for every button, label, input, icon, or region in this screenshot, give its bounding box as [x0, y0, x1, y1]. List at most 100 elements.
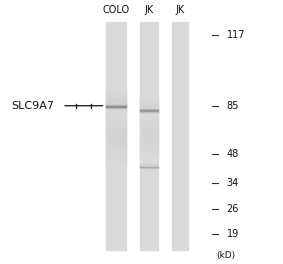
- Bar: [140, 110, 158, 111]
- Text: 85: 85: [227, 101, 239, 111]
- Bar: [140, 136, 158, 138]
- Bar: [106, 102, 127, 103]
- Bar: [140, 141, 158, 143]
- Bar: [106, 100, 127, 101]
- Text: SLC9A7: SLC9A7: [11, 101, 54, 111]
- Bar: [106, 111, 127, 113]
- Bar: [106, 141, 127, 143]
- Bar: [106, 91, 127, 92]
- Bar: [106, 93, 127, 94]
- Text: JK: JK: [175, 5, 185, 15]
- Bar: [106, 134, 127, 135]
- Bar: [106, 113, 127, 115]
- Bar: [140, 135, 158, 136]
- Bar: [140, 128, 158, 130]
- Bar: [106, 125, 127, 127]
- Bar: [140, 120, 158, 122]
- Bar: [140, 157, 158, 158]
- Bar: [140, 125, 158, 127]
- Bar: [140, 143, 158, 144]
- Bar: [106, 104, 127, 105]
- Bar: [140, 114, 158, 116]
- Bar: [140, 107, 158, 108]
- Bar: [106, 94, 127, 95]
- Bar: [106, 107, 127, 108]
- Bar: [106, 110, 127, 111]
- Bar: [106, 123, 127, 125]
- Bar: [140, 146, 158, 147]
- Text: 48: 48: [227, 149, 239, 159]
- Bar: [106, 103, 127, 104]
- Bar: [140, 147, 158, 149]
- Bar: [140, 104, 158, 105]
- Bar: [106, 105, 127, 106]
- Bar: [106, 129, 127, 130]
- Bar: [106, 148, 127, 149]
- Bar: [140, 106, 158, 107]
- Bar: [140, 150, 158, 152]
- Bar: [106, 116, 127, 118]
- Bar: [106, 157, 127, 158]
- Bar: [106, 106, 127, 107]
- Bar: [140, 154, 158, 155]
- Bar: [140, 100, 158, 101]
- Bar: [140, 111, 158, 112]
- Bar: [140, 102, 158, 103]
- Bar: [106, 118, 127, 120]
- Bar: [106, 22, 127, 250]
- Bar: [106, 135, 127, 137]
- Bar: [140, 103, 158, 104]
- Bar: [106, 162, 127, 163]
- Bar: [106, 151, 127, 153]
- Bar: [106, 97, 127, 98]
- Bar: [140, 112, 158, 113]
- Bar: [106, 98, 127, 99]
- Bar: [106, 103, 127, 104]
- Bar: [140, 138, 158, 139]
- Bar: [106, 107, 127, 108]
- Bar: [106, 153, 127, 155]
- Bar: [140, 109, 158, 110]
- Bar: [106, 99, 127, 100]
- Bar: [106, 101, 127, 102]
- Text: 26: 26: [227, 205, 239, 214]
- Bar: [140, 113, 158, 114]
- Bar: [106, 115, 127, 116]
- Bar: [106, 137, 127, 139]
- Bar: [106, 105, 127, 106]
- Bar: [106, 127, 127, 129]
- Bar: [106, 95, 127, 96]
- Bar: [106, 120, 127, 121]
- Bar: [140, 119, 158, 120]
- Bar: [140, 98, 158, 99]
- Bar: [140, 22, 158, 250]
- Text: JK: JK: [145, 5, 154, 15]
- Bar: [140, 108, 158, 109]
- Bar: [140, 130, 158, 131]
- Text: (kD): (kD): [216, 251, 235, 260]
- Bar: [106, 108, 127, 109]
- Bar: [140, 149, 158, 150]
- Bar: [106, 158, 127, 160]
- Bar: [140, 124, 158, 125]
- Bar: [106, 149, 127, 151]
- Bar: [106, 104, 127, 105]
- Bar: [140, 122, 158, 124]
- Text: 19: 19: [227, 229, 239, 239]
- Bar: [140, 127, 158, 128]
- Bar: [106, 96, 127, 97]
- Bar: [106, 106, 127, 107]
- Bar: [106, 109, 127, 110]
- Bar: [140, 101, 158, 102]
- Bar: [106, 92, 127, 93]
- Bar: [140, 99, 158, 100]
- Bar: [140, 105, 158, 106]
- Text: 117: 117: [227, 30, 245, 40]
- Bar: [140, 111, 158, 112]
- Text: 34: 34: [227, 178, 239, 188]
- Bar: [106, 121, 127, 123]
- Bar: [106, 144, 127, 146]
- Bar: [106, 155, 127, 157]
- Bar: [140, 155, 158, 157]
- Bar: [140, 116, 158, 117]
